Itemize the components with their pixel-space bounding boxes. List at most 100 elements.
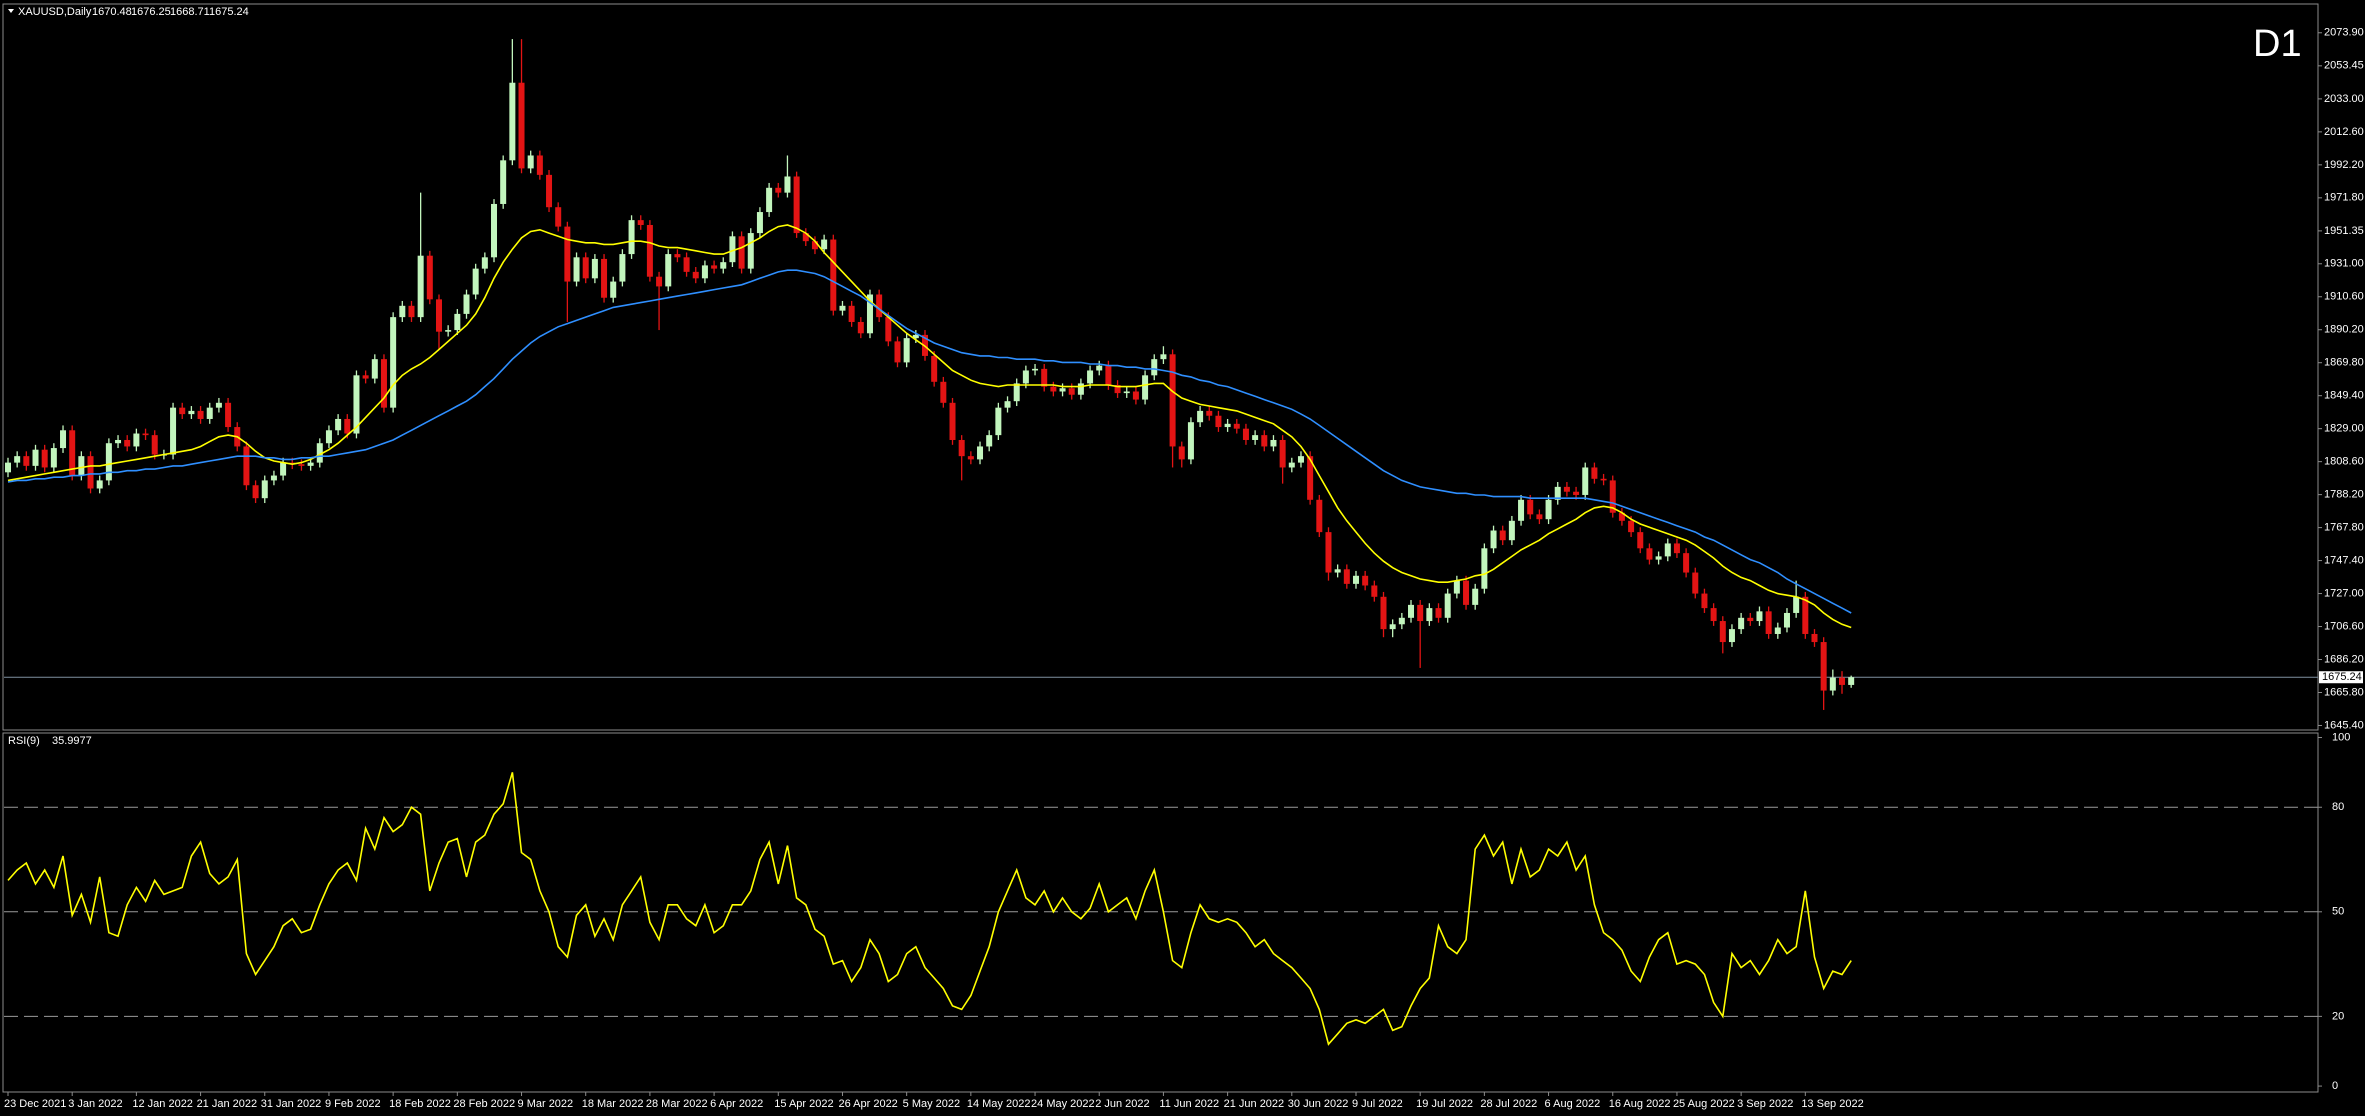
candle-body [390,317,397,408]
candle-body [1059,388,1066,392]
candle-body [1362,575,1369,586]
candle-body [1123,391,1130,394]
candle-body [555,207,562,227]
x-tick-label: 11 Jun 2022 [1159,1098,1219,1110]
candle-body [1352,575,1359,584]
candle-body [1609,480,1616,513]
candle-body [1252,435,1259,440]
indicator-name: RSI(9) [8,735,40,747]
candle-body [903,338,910,363]
candle-body [105,443,112,481]
y-tick-label: 1829.00 [2324,423,2364,435]
candle-body [958,439,965,457]
x-tick-label: 9 Feb 2022 [325,1098,381,1110]
candle-body [60,430,67,449]
candle-body [1646,548,1653,560]
y-tick-label: 2073.90 [2324,27,2364,39]
candle-body [876,294,883,318]
y-tick-label: 1767.80 [2324,522,2364,534]
candle-body [1673,543,1680,554]
candle-body [325,430,332,444]
candle-body [362,375,369,379]
candle-body [857,321,864,334]
candle-body [646,224,653,277]
candle-body [546,174,553,208]
x-tick-label: 21 Jan 2022 [197,1098,258,1110]
candle-body [371,359,378,379]
candle-body [1499,530,1506,541]
candle-body [619,254,626,282]
candle-body [747,233,754,269]
candle-body [628,220,635,255]
candle-body [454,313,461,331]
candle-body [986,435,993,447]
candle-body [1316,499,1323,533]
candle-body [518,82,525,169]
x-tick-label: 19 Jul 2022 [1416,1098,1473,1110]
candle-body [1389,624,1396,630]
candle-body [1472,588,1479,605]
candle-body [1435,608,1442,618]
candle-body [1536,514,1543,520]
current-price-box [2319,671,2363,684]
candle-body [170,407,177,455]
candle-body [784,176,791,193]
candle-body [683,257,690,272]
candle-body [1811,633,1818,643]
candle-body [637,220,644,225]
candle-body [527,155,534,169]
x-tick-label: 28 Mar 2022 [646,1098,708,1110]
candle-body [1114,385,1121,394]
candle-body [1554,486,1561,500]
candle-body [225,402,232,428]
indicator-panel-frame [2,732,2319,1093]
candle-body [591,258,598,279]
candle-body [848,305,855,322]
candle-body [151,435,158,455]
moving-average-line [7,224,1852,629]
x-tick-label: 3 Jan 2022 [68,1098,122,1110]
header-high: 1676.25 [131,6,171,18]
candle-body [1325,532,1332,573]
candle-body [1307,456,1314,500]
candle-body [1041,368,1048,387]
collapse-arrow[interactable] [8,9,14,13]
candle-body [500,160,507,204]
candle-body [5,462,11,473]
candle-body [1820,642,1827,691]
candle-body [1279,439,1286,468]
y-tick-label: 1992.20 [2324,159,2364,171]
candle-body [78,456,85,476]
candle-body [1719,621,1726,643]
candle-body [1224,423,1231,428]
timeframe-label: D1 [2253,23,2302,65]
candle-body [995,407,1002,436]
candle-body [270,475,277,481]
y-tick-label: 2053.45 [2324,60,2364,72]
candle-body [949,402,956,440]
candle-body [1233,423,1240,429]
candle-body [1408,604,1415,618]
x-tick-label: 9 Jul 2022 [1352,1098,1403,1110]
y-tick-label: 1706.60 [2324,620,2364,632]
y-tick-label: 1890.20 [2324,324,2364,336]
candle-body [1618,512,1625,521]
candle-body [839,305,846,311]
header-open: 1670.48 [92,6,132,18]
candle-body [1169,354,1176,447]
candle-body [1160,354,1167,360]
candle-body [1829,677,1836,691]
candle-body [115,439,122,444]
x-tick-label: 30 Jun 2022 [1288,1098,1349,1110]
candle-body [417,255,424,318]
candle-body [1187,422,1194,460]
candle-body [316,443,323,463]
candle-body [1637,532,1644,549]
candle-body [977,446,984,460]
candle-body [821,239,828,250]
y-tick-label: 1788.20 [2324,489,2364,501]
candle-body [1573,491,1580,495]
candle-body [536,155,543,175]
y-tick-label: 1869.80 [2324,357,2364,369]
